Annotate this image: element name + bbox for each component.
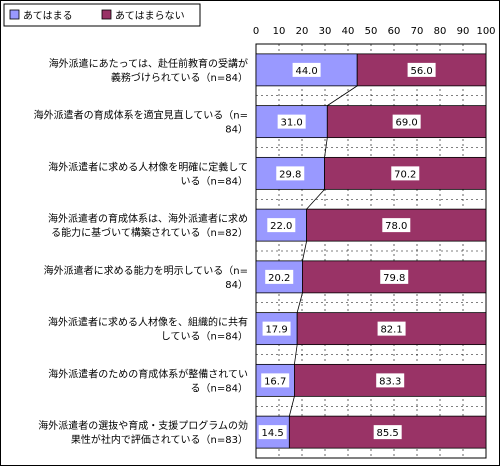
x-axis-tick-labels: 0 10 20 30 40 50 60 70 80 90 100 — [253, 26, 496, 37]
data-label-atehamaru: 20.2 — [268, 273, 290, 284]
category-label-line: 海外派遣にあたっては、赴任前教育の受講が — [49, 57, 248, 70]
category-label: 海外派遣者の選抜や育成・支援プログラムの効果性が社内で評価されている（n=83） — [38, 419, 248, 446]
x-tick-label: 0 — [253, 26, 259, 37]
category-label: 海外派遣者の育成体系は、海外派遣者に求める能力に基づいて構築されている（n=82… — [48, 212, 248, 239]
series-line — [288, 396, 295, 417]
category-label-line: 84） — [225, 124, 248, 136]
category-label: 海外派遣者に求める能力を明示している（n= 84） — [44, 264, 248, 291]
data-label-atehamaru-bg — [292, 62, 321, 77]
legend-swatch — [9, 9, 20, 20]
category-label-line: 海外派遣者の育成体系は、海外派遣者に求め — [48, 212, 248, 225]
data-label-atehamaru: 29.8 — [279, 169, 301, 180]
category-label: 海外派遣にあたっては、赴任前教育の受講が義務づけられている（n=84） — [49, 57, 248, 84]
data-label-atehamaranai: 78.0 — [385, 221, 407, 232]
data-label-atehamaranai: 82.1 — [380, 325, 402, 336]
data-label-atehamaranai: 56.0 — [410, 66, 432, 77]
category-label-line: 海外派遣者の選抜や育成・支援プログラムの効 — [38, 419, 248, 432]
data-label-atehamaranai: 83.3 — [379, 376, 401, 387]
x-tick-label: 60 — [388, 26, 401, 37]
data-label-atehamaru: 16.7 — [264, 376, 286, 387]
x-tick-label: 10 — [273, 26, 286, 37]
category-label-line: 果性が社内で評価されている（n=83） — [71, 433, 248, 446]
data-label-atehamaranai-bg — [407, 62, 436, 77]
series-line — [306, 189, 325, 210]
category-label-line: 海外派遣者に求める能力を明示している（n= — [44, 264, 248, 277]
data-label-atehamaranai-bg — [376, 373, 405, 388]
data-label-atehamaranai-bg — [392, 114, 421, 129]
series-line — [327, 85, 358, 106]
category-label-line: 海外派遣者に求める人材像を、組織的に共有 — [48, 316, 248, 329]
x-tick-label: 90 — [457, 26, 470, 37]
series-line — [324, 137, 328, 158]
category-label: 海外派遣者に求める人材像を、組織的に共有している（n=84） — [48, 316, 248, 343]
x-tick-label: 40 — [342, 26, 355, 37]
data-label-atehamaru-bg — [261, 373, 290, 388]
data-label-atehamaru-bg — [277, 114, 306, 129]
category-label: 海外派遣者のための育成体系が整備されている（n=84） — [48, 367, 248, 394]
data-label-atehamaru: 31.0 — [281, 118, 303, 129]
category-label-line: 義務づけられている（n=84） — [111, 71, 248, 84]
data-label-atehamaru-bg — [258, 425, 287, 440]
data-label-atehamaru-bg — [265, 269, 294, 284]
category-label-line: る能力に基づいて構築されている（n=82） — [51, 226, 248, 239]
series-line — [294, 344, 298, 365]
data-label-atehamaranai-bg — [380, 269, 409, 284]
category-label-line: 海外派遣者のための育成体系が整備されてい — [48, 367, 248, 380]
data-label-atehamaru: 14.5 — [262, 428, 284, 439]
legend-swatch — [101, 9, 112, 20]
x-tick-label: 80 — [434, 26, 447, 37]
x-tick-label: 30 — [319, 26, 332, 37]
data-label-atehamaru-bg — [267, 218, 296, 233]
data-label-atehamaranai: 70.2 — [394, 169, 416, 180]
category-label-line: 84） — [225, 279, 248, 291]
data-label-atehamaranai: 69.0 — [396, 118, 418, 129]
category-labels: 海外派遣にあたっては、赴任前教育の受講が義務づけられている（n=84） 海外派遣者… — [34, 57, 248, 446]
category-label-line: している（n=84） — [161, 331, 248, 343]
x-tick-label: 100 — [476, 26, 495, 37]
data-label-atehamaranai-bg — [382, 218, 411, 233]
x-tick-label: 50 — [365, 26, 378, 37]
data-label-atehamaru: 44.0 — [295, 66, 317, 77]
plot-area: 44.0 56.0 31.0 69.0 29.8 70.2 22.0 78.0 20.2 79.8… — [255, 43, 487, 459]
category-label-line: る（n=84） — [191, 382, 248, 394]
bar-atehamaranai — [356, 53, 487, 87]
data-label-atehamaru-bg — [262, 321, 291, 336]
x-tick-label: 20 — [296, 26, 309, 37]
category-label: 海外派遣者の育成体系を適宜見直している（n= 84） — [34, 109, 248, 136]
series-line — [302, 241, 307, 261]
data-label-atehamaranai: 85.5 — [377, 428, 399, 439]
data-label-atehamaranai: 79.8 — [383, 273, 405, 284]
data-label-atehamaru-bg — [276, 166, 305, 181]
data-label-atehamaranai-bg — [377, 321, 406, 336]
legend-label: あてはまる — [23, 10, 73, 22]
category-label-line: いる（n=84） — [181, 175, 248, 187]
category-label: 海外派遣者に求める人材像を明確に定義している（n=84） — [48, 160, 248, 187]
legend-label: あてはまらない — [115, 10, 185, 22]
x-tick-label: 70 — [411, 26, 424, 37]
series-line — [296, 292, 303, 313]
data-label-atehamaru: 22.0 — [270, 221, 292, 232]
data-label-atehamaranai-bg — [391, 166, 420, 181]
category-label-line: 海外派遣者に求める人材像を明確に定義して — [48, 160, 248, 173]
legend: あてはまる あてはまらない — [3, 3, 201, 27]
category-label-line: 海外派遣者の育成体系を適宜見直している（n= — [34, 109, 248, 122]
data-label-atehamaru: 17.9 — [265, 325, 287, 336]
data-label-atehamaranai-bg — [373, 425, 402, 440]
